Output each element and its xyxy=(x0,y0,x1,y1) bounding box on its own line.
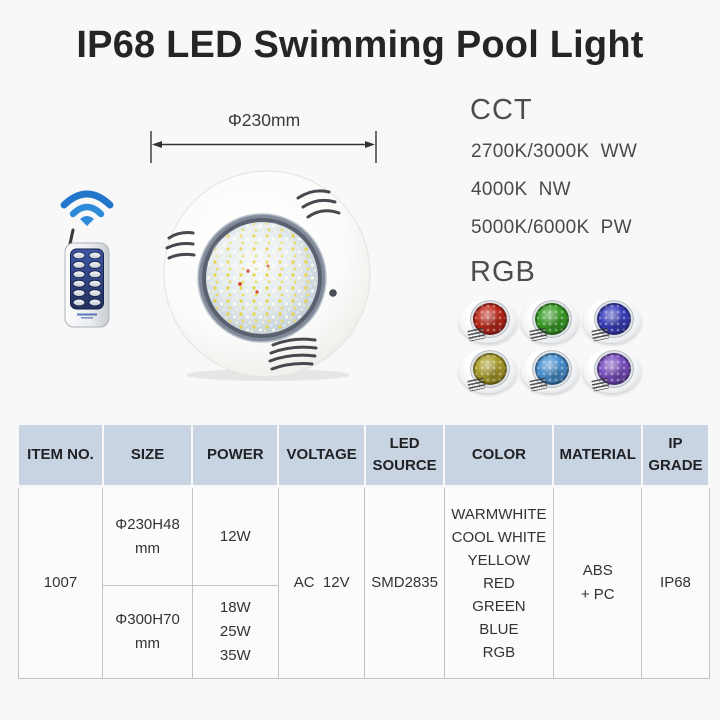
col-header-item-no: ITEM NO. xyxy=(17,423,104,488)
double-arrow-icon xyxy=(150,131,377,163)
cct-line-pw: 5000K/6000K PW xyxy=(471,217,632,238)
color-option: YELLOW xyxy=(467,551,531,569)
vent-slits xyxy=(165,189,341,371)
spec-power-12w: 12W xyxy=(191,486,279,586)
pool-light-illustration xyxy=(163,170,371,381)
spec-row-1: 1007 Φ230H48 mm 12W AC 12V SMD2835 WARMW… xyxy=(17,486,710,679)
mini-pool-light-light-blue xyxy=(521,349,579,393)
spec-ip-grade: IP68 xyxy=(641,486,710,679)
cct-options: 2700K/3000K WW 4000K NW 5000K/6000K PW xyxy=(471,141,637,239)
remote-buttons xyxy=(72,251,102,307)
page-title: IP68 LED Swimming Pool Light xyxy=(76,24,644,66)
cct-heading: CCT xyxy=(470,94,533,126)
remote-label-marks xyxy=(77,313,97,319)
spec-material: ABS + PC xyxy=(552,486,643,679)
spec-voltage: AC 12V xyxy=(277,486,366,679)
spec-color-options: WARMWHITE COOL WHITE YELLOW RED GREEN BL… xyxy=(443,486,554,679)
remote-antenna xyxy=(68,228,75,246)
rgb-color-variants xyxy=(459,299,641,393)
mini-pool-light-purple xyxy=(583,349,641,393)
wifi-signal-icon xyxy=(60,190,114,226)
col-header-led-source: LED SOURCE xyxy=(363,423,446,488)
spec-table: ITEM NO. SIZE POWER VOLTAGE LED SOURCE C… xyxy=(17,423,711,679)
mini-pool-light-green xyxy=(521,299,579,343)
cct-line-nw: 4000K NW xyxy=(471,179,571,200)
col-header-ip-grade: IP GRADE xyxy=(640,423,711,488)
spec-item-no: 1007 xyxy=(17,486,104,679)
color-option: GREEN xyxy=(472,597,526,615)
cct-line-ww: 2700K/3000K WW xyxy=(471,141,638,162)
spec-header-row: ITEM NO. SIZE POWER VOLTAGE LED SOURCE C… xyxy=(17,423,711,488)
spec-power-18-35w: 18W 25W 35W xyxy=(191,585,279,679)
dimension-label: Φ230mm xyxy=(227,110,301,130)
remote-control-illustration xyxy=(60,190,114,328)
mini-light-lens xyxy=(595,351,633,387)
col-header-material: MATERIAL xyxy=(552,423,643,488)
color-option: COOL WHITE xyxy=(451,528,547,546)
mini-pool-light-red xyxy=(459,299,517,343)
col-header-color: COLOR xyxy=(443,423,555,488)
color-option: BLUE xyxy=(479,620,519,638)
spec-row-2: Φ300H70 mm 18W 25W 35W xyxy=(18,585,709,679)
mini-pool-light-blue xyxy=(583,299,641,343)
col-header-power: POWER xyxy=(191,423,280,488)
col-header-voltage: VOLTAGE xyxy=(277,423,366,488)
rgb-heading: RGB xyxy=(470,256,536,288)
color-option: RGB xyxy=(482,643,516,661)
spec-size-300: Φ300H70 mm xyxy=(102,585,193,679)
color-option: RED xyxy=(483,574,515,592)
light-lens xyxy=(197,213,327,343)
mini-pool-light-yellow xyxy=(459,349,517,393)
col-header-size: SIZE xyxy=(101,423,194,488)
spec-led-source: SMD2835 xyxy=(364,486,445,679)
spec-size-230: Φ230H48 mm xyxy=(102,486,193,586)
sensor-dot xyxy=(329,289,337,297)
color-option: WARMWHITE xyxy=(451,505,547,523)
